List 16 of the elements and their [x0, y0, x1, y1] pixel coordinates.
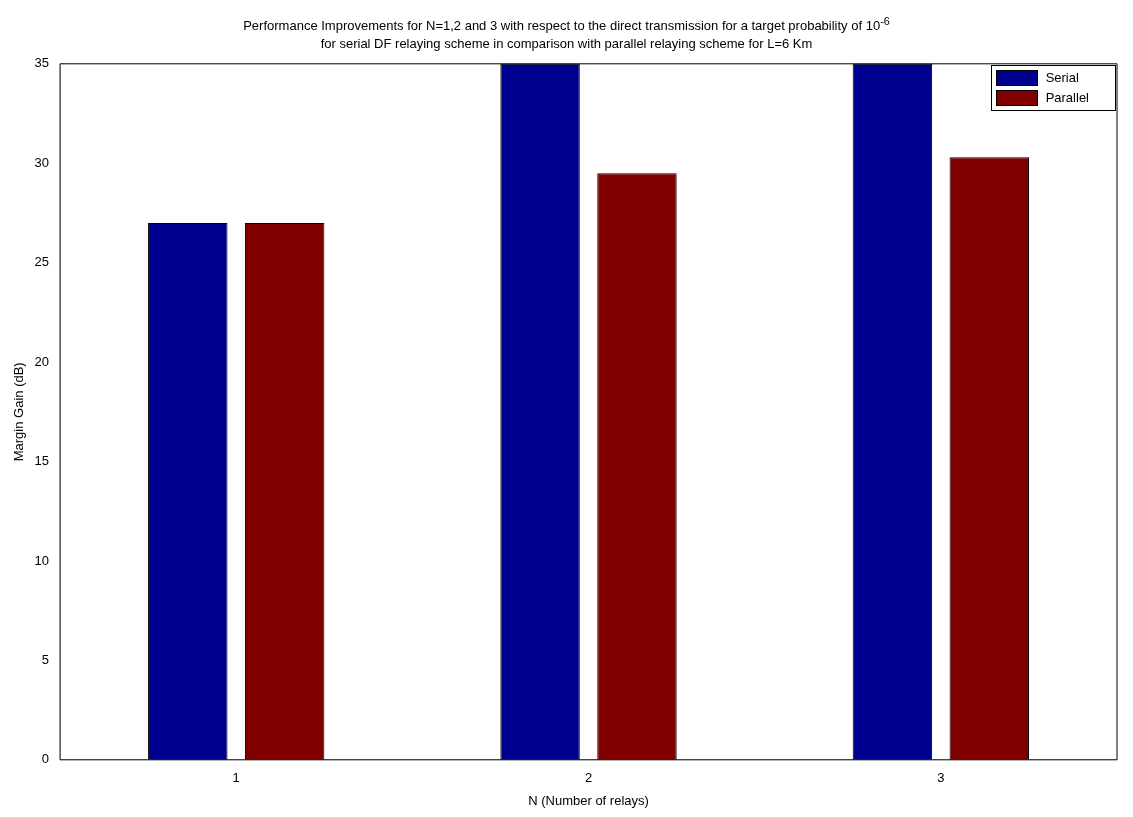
- x-tick-label: 1: [232, 770, 240, 786]
- y-tick-label: 5: [41, 652, 50, 668]
- chart-title: Performance Improvements for N=1,2 and 3 with respect to the direct transmission for a target probability of 10$^{-6}$ for serial DF relaying scheme in comparison with parallel relaying scheme for L=6 Km: [243, 15, 890, 52]
- legend-label: Serial: [1045, 69, 1080, 88]
- x-tick-label: 2: [584, 770, 593, 786]
- y-tick-label: 0: [41, 751, 50, 767]
- x-tick-label: 3: [937, 770, 945, 786]
- y-axis-title: Margin Gain (dB): [11, 362, 27, 462]
- legend-label: Parallel: [1045, 89, 1090, 108]
- y-tick-label: 25: [34, 254, 50, 270]
- x-axis-title: N (Number of relays): [528, 793, 649, 809]
- y-tick-label: 30: [34, 155, 50, 171]
- y-tick-label: 35: [34, 55, 50, 71]
- y-tick-label: 10: [34, 552, 50, 568]
- y-tick-label: 15: [34, 453, 50, 469]
- y-tick-label: 20: [34, 353, 50, 369]
